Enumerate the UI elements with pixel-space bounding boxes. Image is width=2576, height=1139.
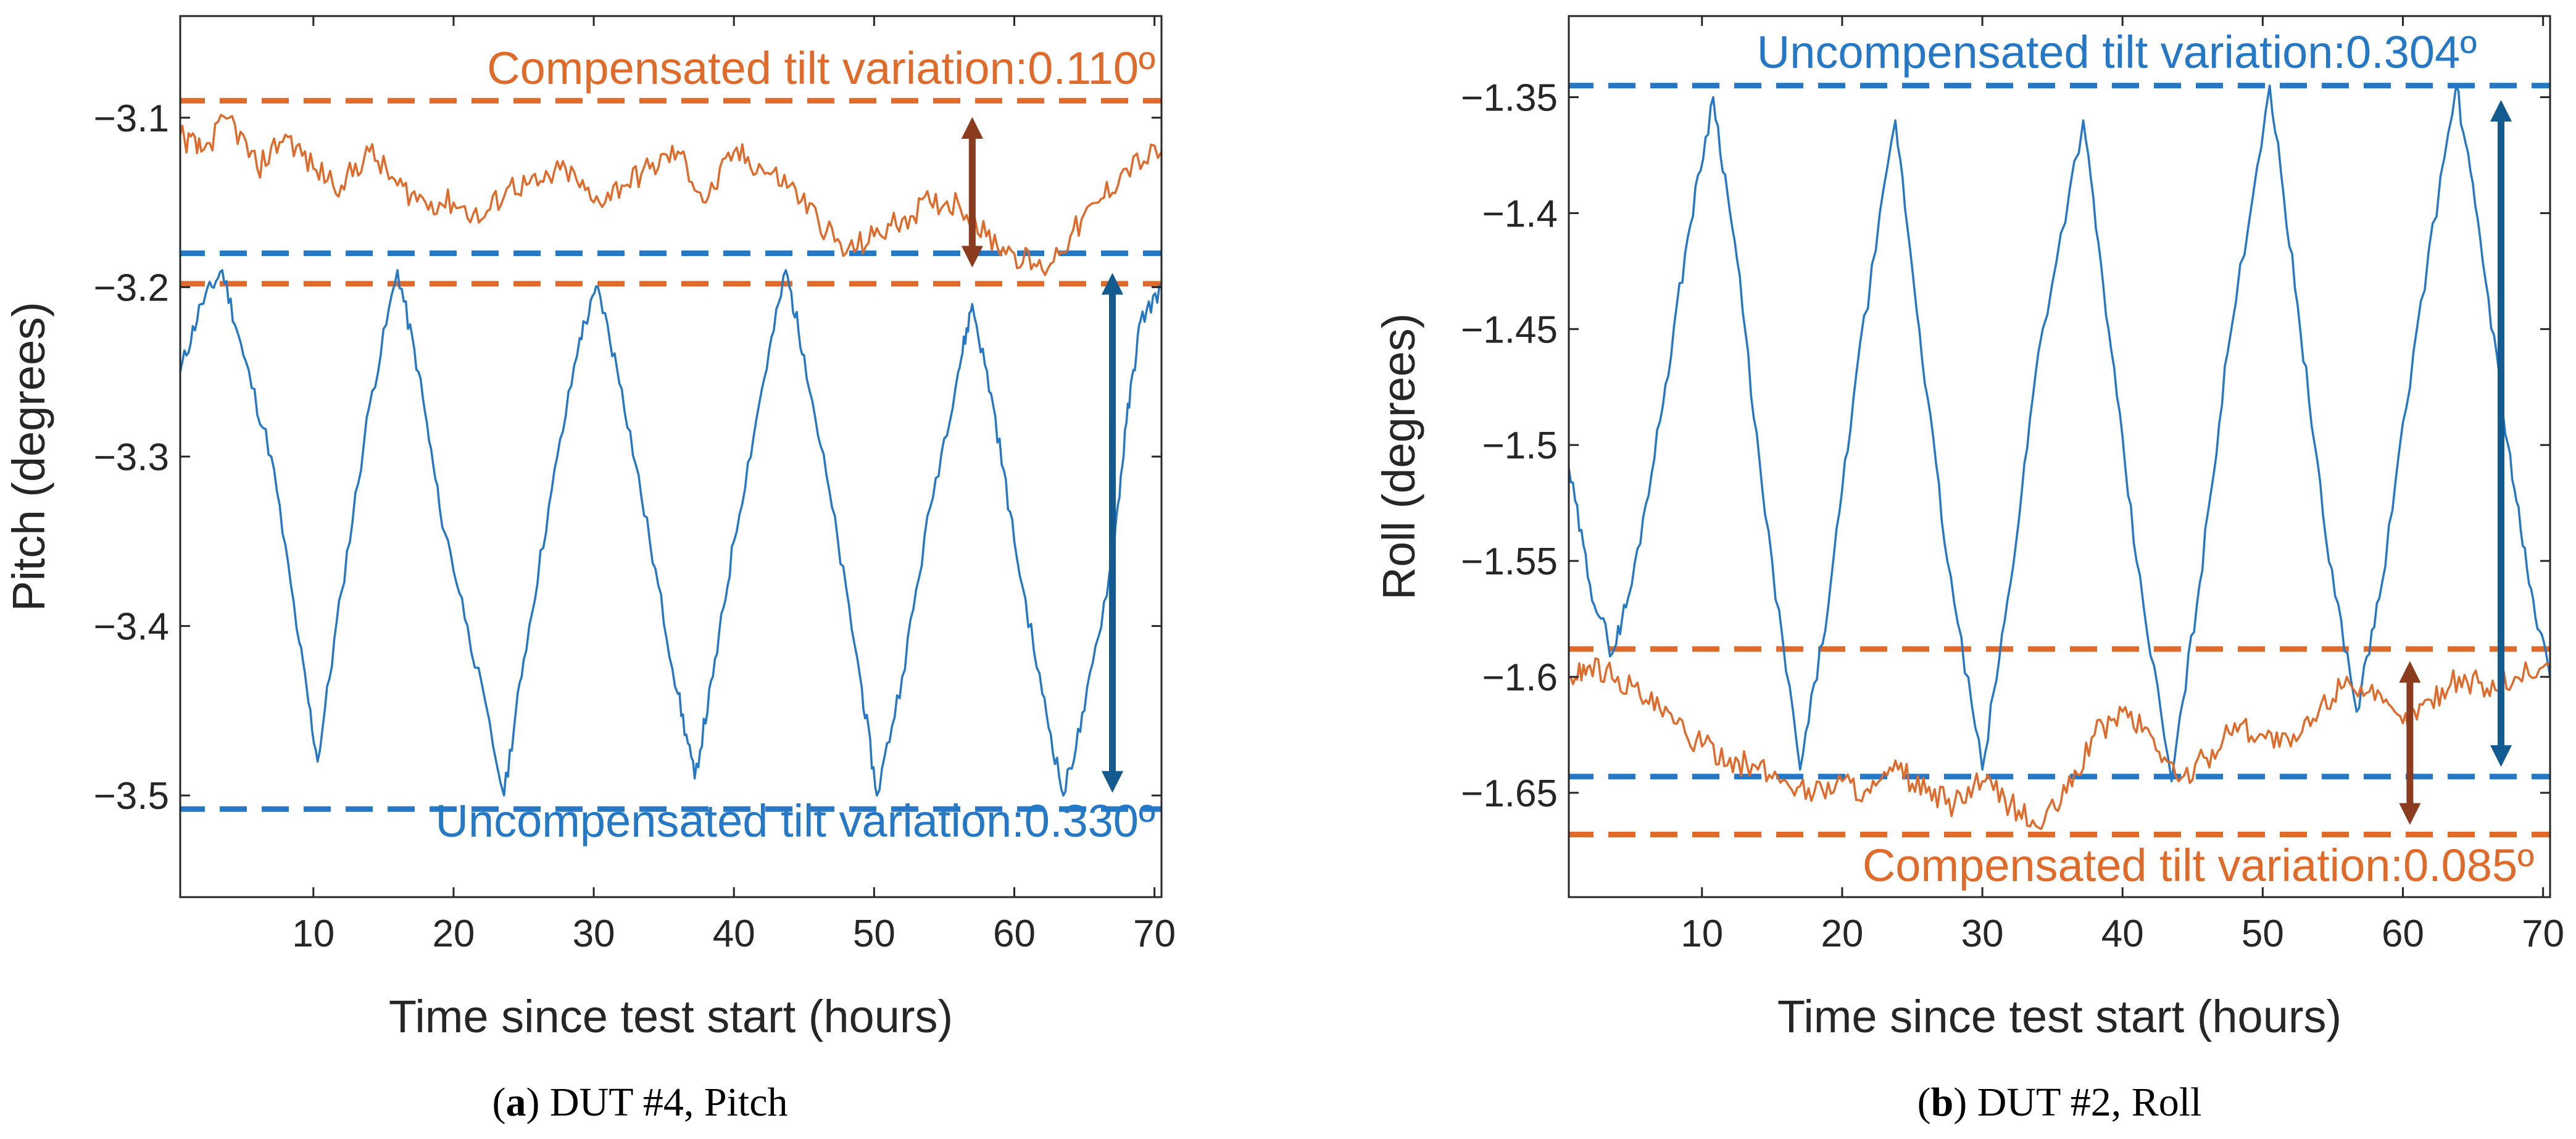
caption-b: (b) DUT #2, Roll <box>1917 1080 2202 1125</box>
x-tick-label: 40 <box>713 913 755 955</box>
x-tick-label: 20 <box>1821 913 1863 955</box>
y-tick-label: −1.35 <box>1461 77 1558 120</box>
y-tick-label: −3.3 <box>94 436 169 479</box>
x-tick-label: 50 <box>2242 913 2284 955</box>
annotation-compensated: Compensated tilt variation:0.110º <box>487 43 1155 94</box>
annotation-uncompensated: Uncompensated tilt variation:0.330º <box>436 795 1155 847</box>
x-tick-label: 30 <box>573 913 615 955</box>
x-tick-label: 10 <box>1681 913 1723 955</box>
caption-a: (a) DUT #4, Pitch <box>492 1080 787 1125</box>
panel-a-pitch-chart: 10 20 30 40 50 60 70 −3.1 −3.2 −3.3 −3.4 −3.5 Comp… <box>3 15 1176 1125</box>
x-tick-label: 70 <box>1133 913 1176 955</box>
y-tick-label: −1.55 <box>1461 541 1558 583</box>
annotation-uncompensated: Uncompensated tilt variation:0.304º <box>1757 27 2477 78</box>
x-tick-label: 40 <box>2101 913 2144 955</box>
x-tick-label: 10 <box>292 913 334 955</box>
x-tick-label: 50 <box>853 913 895 955</box>
y-axis-label: Pitch (degrees) <box>3 302 54 611</box>
y-tick-label: −3.5 <box>94 775 169 818</box>
y-tick-label: −3.4 <box>94 606 169 648</box>
x-tick-label: 20 <box>432 913 475 955</box>
x-tick-label: 60 <box>2382 913 2424 955</box>
x-axis-label: Time since test start (hours) <box>1777 991 2341 1042</box>
y-axis-label: Roll (degrees) <box>1373 313 1424 600</box>
x-tick-label: 60 <box>993 913 1036 955</box>
x-tick-label: 70 <box>2522 913 2564 955</box>
x-axis-label: Time since test start (hours) <box>389 991 953 1042</box>
y-tick-label: −3.2 <box>94 267 169 309</box>
annotation-compensated: Compensated tilt variation:0.085º <box>1863 840 2534 891</box>
y-tick-label: −3.1 <box>94 97 169 140</box>
y-tick-label: −1.4 <box>1482 193 1558 235</box>
plot-frame <box>1568 15 2551 898</box>
y-tick-label: −1.65 <box>1461 772 1558 815</box>
y-tick-label: −1.45 <box>1461 309 1558 351</box>
series-line-compensated <box>180 114 1161 276</box>
y-tick-label: −1.6 <box>1482 656 1558 699</box>
x-tick-label: 30 <box>1961 913 2004 955</box>
plot-area <box>1569 16 2550 897</box>
series-line-compensated <box>1569 657 2550 830</box>
plot-area <box>180 16 1161 897</box>
series-line-uncompensated <box>1569 84 2550 782</box>
panel-b-roll-chart: 10 20 30 40 50 60 70 −1.35 −1.4 −1.45 −1.5 −1.55 −1… <box>1373 15 2564 1125</box>
series-line-uncompensated <box>180 269 1161 797</box>
y-tick-label: −1.5 <box>1482 425 1558 467</box>
